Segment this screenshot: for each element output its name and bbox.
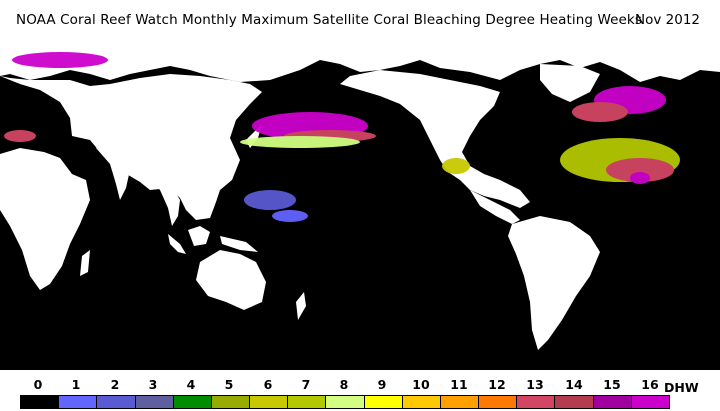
legend-swatch-13 bbox=[517, 396, 556, 408]
legend-label-8: 8 bbox=[339, 377, 349, 392]
heat-med-red bbox=[4, 130, 36, 142]
legend-swatch-7 bbox=[288, 396, 327, 408]
legend-color-bar bbox=[20, 395, 670, 409]
map-date: Nov 2012 bbox=[635, 12, 700, 28]
legend-swatch-0 bbox=[21, 396, 60, 408]
legend-label-11: 11 bbox=[450, 377, 468, 392]
land-north-america bbox=[340, 70, 530, 208]
heat-pacific-blue bbox=[244, 190, 296, 210]
legend-label-15: 15 bbox=[603, 377, 621, 392]
land-newguinea bbox=[220, 236, 258, 252]
legend-unit: DHW bbox=[664, 380, 699, 395]
heat-caribbean-magenta bbox=[630, 172, 650, 184]
legend-swatch-2 bbox=[97, 396, 136, 408]
world-map bbox=[0, 40, 720, 374]
land-south-america bbox=[508, 216, 600, 350]
legend-swatch-12 bbox=[479, 396, 518, 408]
legend-label-3: 3 bbox=[148, 377, 158, 392]
legend-label-5: 5 bbox=[224, 377, 234, 392]
legend-labels: 0 1 2 3 4 5 6 7 8 9 10 11 12 13 14 15 16… bbox=[0, 377, 720, 395]
legend-label-0: 0 bbox=[33, 377, 43, 392]
land-greenland bbox=[540, 64, 600, 102]
legend-swatch-15 bbox=[593, 396, 632, 408]
land-central-america bbox=[470, 190, 520, 224]
land-eurasia bbox=[0, 74, 262, 220]
legend-label-13: 13 bbox=[526, 377, 544, 392]
land-australia bbox=[196, 250, 266, 310]
legend-swatch-10 bbox=[402, 396, 441, 408]
land-africa bbox=[0, 148, 90, 290]
land-indochina bbox=[150, 178, 180, 226]
legend-swatch-11 bbox=[440, 396, 480, 408]
land-sumatra bbox=[168, 234, 186, 254]
heat-gulf-yellow bbox=[442, 158, 470, 174]
legend-label-16: 16 bbox=[641, 377, 659, 392]
land-madagascar bbox=[80, 250, 90, 276]
heat-arctic-magenta bbox=[12, 52, 108, 68]
heat-pacific-blue2 bbox=[272, 210, 308, 222]
legend-swatch-8 bbox=[326, 396, 365, 408]
legend-swatch-4 bbox=[173, 396, 212, 408]
heat-atlantic-red bbox=[606, 158, 674, 182]
legend-label-14: 14 bbox=[565, 377, 583, 392]
legend-label-1: 1 bbox=[71, 377, 81, 392]
heat-north-pacific-yellow bbox=[240, 136, 360, 148]
heat-north-atlantic-red bbox=[572, 102, 628, 122]
map-title: NOAA Coral Reef Watch Monthly Maximum Sa… bbox=[16, 12, 642, 28]
land-india bbox=[96, 144, 130, 200]
legend-swatch-5 bbox=[211, 396, 251, 408]
legend-label-12: 12 bbox=[488, 377, 506, 392]
legend-label-4: 4 bbox=[186, 377, 196, 392]
land-newzealand bbox=[296, 292, 306, 320]
legend-label-6: 6 bbox=[263, 377, 273, 392]
heat-overlay bbox=[4, 52, 680, 222]
land-antarctica bbox=[0, 370, 720, 374]
legend-swatch-1 bbox=[59, 396, 98, 408]
dhw-legend: 0 1 2 3 4 5 6 7 8 9 10 11 12 13 14 15 16… bbox=[0, 374, 720, 411]
header: NOAA Coral Reef Watch Monthly Maximum Sa… bbox=[0, 0, 720, 40]
legend-label-10: 10 bbox=[412, 377, 430, 392]
legend-label-2: 2 bbox=[110, 377, 120, 392]
legend-swatch-3 bbox=[135, 396, 174, 408]
legend-swatch-9 bbox=[364, 396, 403, 408]
legend-label-7: 7 bbox=[301, 377, 311, 392]
land-borneo bbox=[188, 226, 210, 246]
legend-swatch-14 bbox=[555, 396, 594, 408]
legend-swatch-16 bbox=[631, 396, 669, 408]
legend-label-9: 9 bbox=[377, 377, 387, 392]
legend-swatch-6 bbox=[250, 396, 289, 408]
land-arctic bbox=[0, 40, 720, 82]
